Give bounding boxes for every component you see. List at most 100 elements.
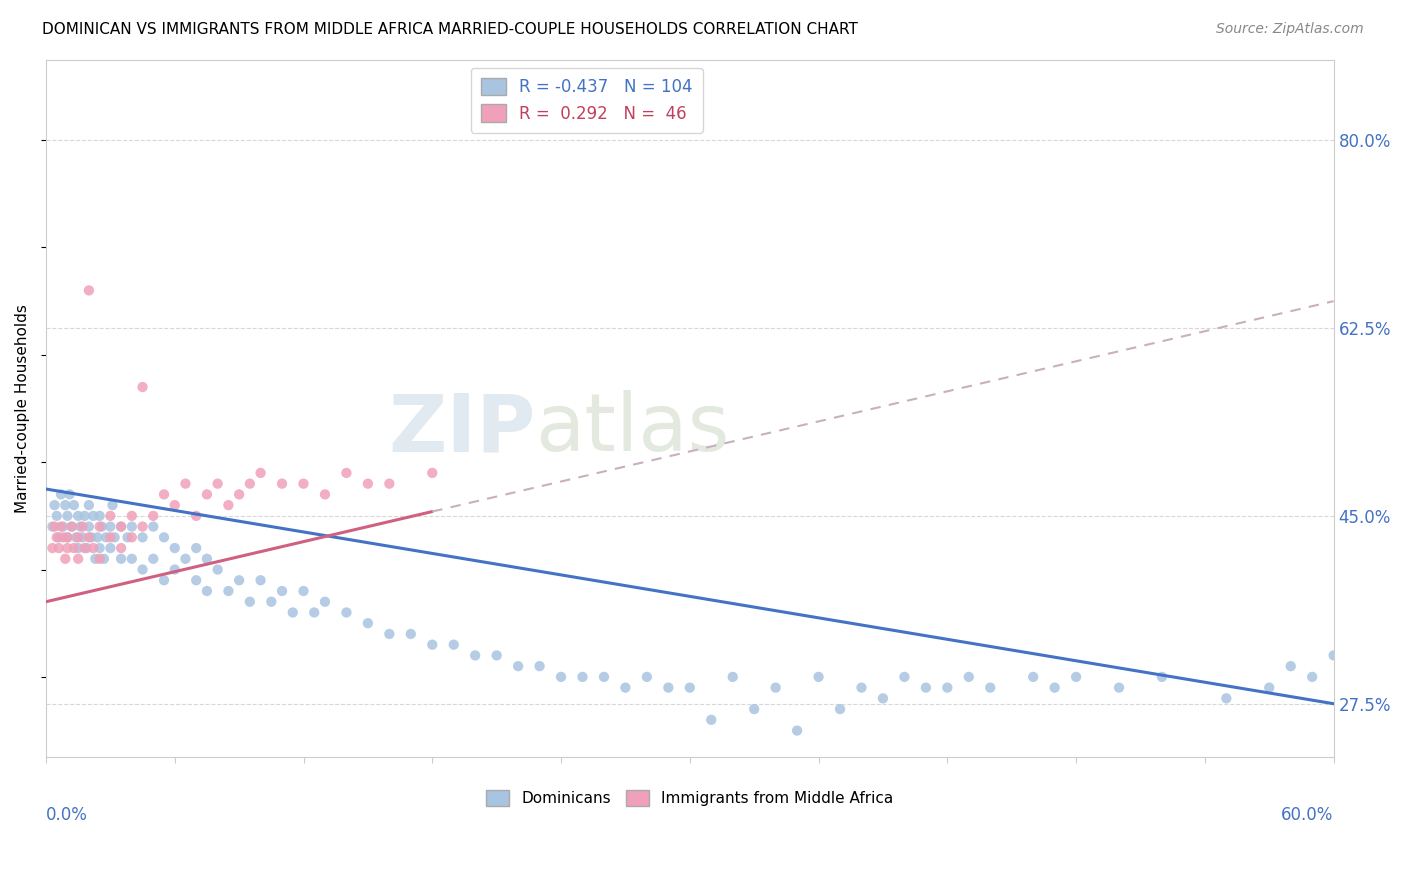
Point [271,476,294,491]
Point [65,530,87,544]
Point [82,541,104,555]
Point [44,498,66,512]
Legend: Dominicans, Immigrants from Middle Africa: Dominicans, Immigrants from Middle Afric… [479,784,900,813]
Point [314,487,336,501]
Point [1215,691,1237,706]
Point [153,574,176,588]
Point [593,670,616,684]
Point [1043,681,1066,695]
Point [104,530,127,544]
Point [52,519,75,533]
Point [228,487,250,501]
Point [529,659,551,673]
Point [67,541,90,555]
Point [131,530,153,544]
Point [186,541,208,555]
Point [44,519,66,533]
Point [314,595,336,609]
Point [153,530,176,544]
Point [1258,681,1281,695]
Point [98,530,121,544]
Point [110,519,132,533]
Point [207,476,229,491]
Point [163,541,186,555]
Point [45,508,67,523]
Point [271,584,294,599]
Point [77,498,100,512]
Point [131,380,153,394]
Point [56,541,79,555]
Point [186,574,208,588]
Point [110,519,132,533]
Point [131,519,153,533]
Point [41,541,63,555]
Point [217,498,239,512]
Point [292,476,315,491]
Point [249,466,271,480]
Text: 0.0%: 0.0% [46,806,87,824]
Point [636,670,658,684]
Point [98,541,121,555]
Point [1064,670,1087,684]
Point [48,530,70,544]
Point [335,466,357,480]
Point [110,541,132,555]
Point [292,584,315,599]
Point [508,659,530,673]
Point [86,530,108,544]
Point [571,670,593,684]
Point [89,541,111,555]
Point [67,530,90,544]
Point [485,648,508,663]
Point [979,681,1001,695]
Point [828,702,851,716]
Text: ZIP: ZIP [388,391,536,468]
Point [94,530,117,544]
Point [142,508,165,523]
Point [63,498,86,512]
Point [239,595,262,609]
Point [550,670,572,684]
Point [121,530,143,544]
Point [399,627,422,641]
Point [679,681,702,695]
Point [56,530,79,544]
Point [89,551,111,566]
Point [174,476,197,491]
Point [765,681,787,695]
Point [1301,670,1323,684]
Point [217,584,239,599]
Point [69,519,91,533]
Point [228,574,250,588]
Point [101,498,124,512]
Point [357,616,380,631]
Point [63,541,86,555]
Text: DOMINICAN VS IMMIGRANTS FROM MIDDLE AFRICA MARRIED-COUPLE HOUSEHOLDS CORRELATION: DOMINICAN VS IMMIGRANTS FROM MIDDLE AFRI… [42,22,858,37]
Point [1150,670,1173,684]
Point [121,508,143,523]
Point [45,530,67,544]
Point [872,691,894,706]
Point [281,606,304,620]
Point [742,702,765,716]
Point [67,551,90,566]
Point [117,530,139,544]
Point [302,606,325,620]
Point [1323,648,1346,663]
Point [52,530,75,544]
Point [56,530,79,544]
Point [153,487,176,501]
Point [786,723,808,738]
Point [89,508,111,523]
Point [98,508,121,523]
Point [851,681,873,695]
Point [807,670,830,684]
Point [90,519,112,533]
Point [721,670,744,684]
Point [163,562,186,576]
Point [174,551,197,566]
Point [77,519,100,533]
Point [56,508,79,523]
Point [420,638,443,652]
Point [82,508,104,523]
